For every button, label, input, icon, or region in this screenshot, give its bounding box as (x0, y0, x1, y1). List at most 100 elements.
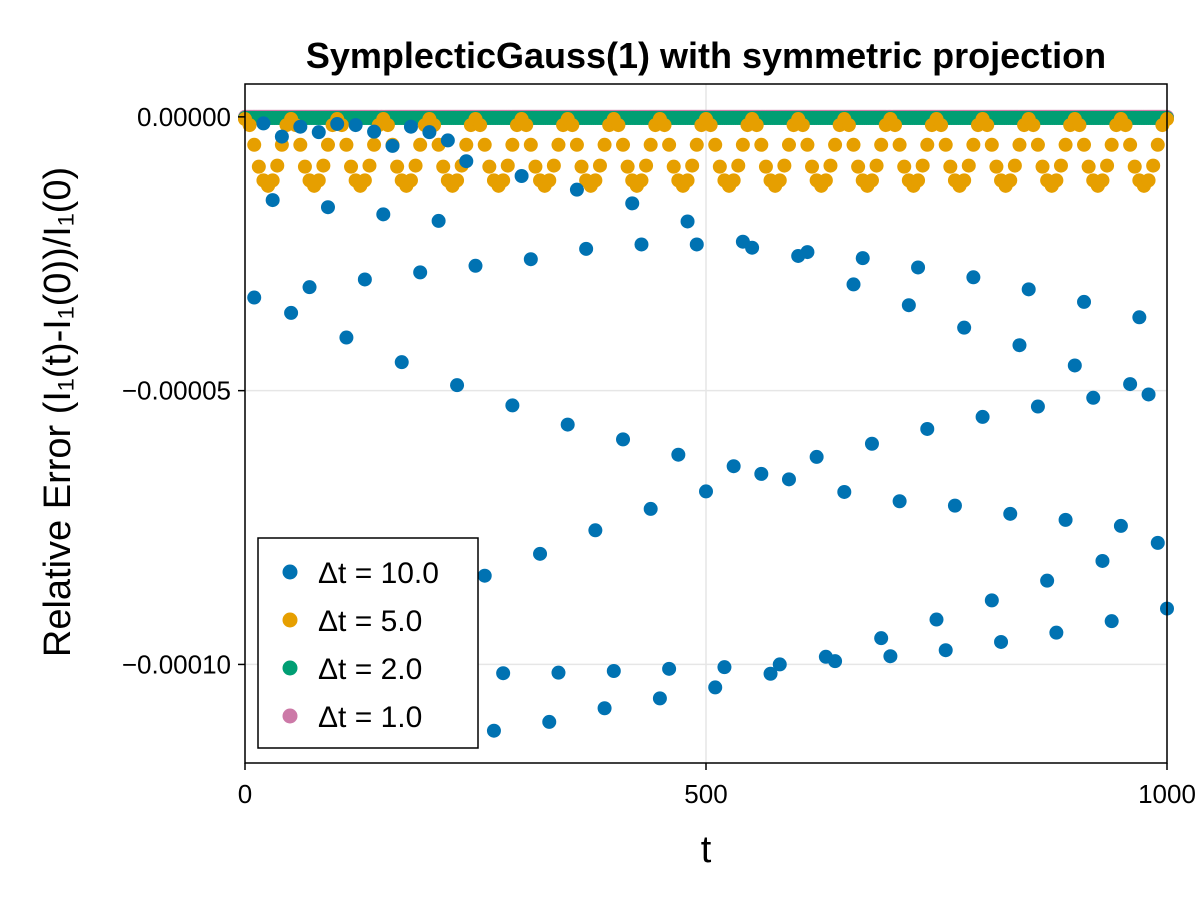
data-point (1030, 137, 1045, 152)
data-point (542, 714, 557, 729)
data-point (1141, 387, 1156, 402)
data-point (1030, 399, 1045, 414)
data-point (1118, 118, 1133, 133)
data-point (606, 664, 621, 679)
data-point (920, 137, 935, 152)
data-points (238, 109, 1174, 738)
data-point (957, 173, 972, 188)
data-point (689, 237, 704, 252)
legend-marker (282, 564, 298, 580)
data-point (975, 409, 990, 424)
data-point (1081, 159, 1096, 174)
data-point (749, 118, 764, 133)
data-point (616, 432, 631, 447)
data-point (984, 137, 999, 152)
data-point (911, 173, 926, 188)
data-point (994, 634, 1009, 649)
data-point (777, 158, 792, 173)
data-point (468, 258, 483, 273)
data-point (1104, 614, 1119, 629)
data-point (348, 118, 363, 133)
data-point (897, 159, 912, 174)
data-point (888, 118, 903, 133)
data-point (551, 137, 566, 152)
data-point (961, 158, 976, 173)
data-point (1100, 158, 1115, 173)
data-point (795, 118, 810, 133)
data-point (385, 138, 400, 153)
data-point (1150, 535, 1165, 550)
data-point (818, 173, 833, 188)
data-point (662, 137, 677, 152)
data-point (708, 680, 723, 695)
data-point (754, 137, 769, 152)
y-axis-label: Relative Error (I₁(t)-I₁(0))/I₁(0) (37, 167, 79, 657)
data-point (551, 665, 566, 680)
data-point (1123, 137, 1138, 152)
data-point (1053, 158, 1068, 173)
data-point (611, 118, 626, 133)
data-point (302, 280, 317, 295)
data-point (874, 631, 889, 646)
data-point (436, 159, 451, 174)
data-point (883, 649, 898, 664)
data-point (680, 214, 695, 229)
data-point (1095, 173, 1110, 188)
data-point (966, 137, 981, 152)
data-point (1086, 390, 1101, 405)
data-point (1003, 506, 1018, 521)
data-point (1049, 173, 1064, 188)
data-point (947, 498, 962, 513)
data-point (1040, 573, 1055, 588)
data-point (569, 137, 584, 152)
data-point (911, 260, 926, 275)
data-point (1132, 310, 1147, 325)
data-point (980, 118, 995, 133)
data-point (500, 158, 515, 173)
data-point (929, 612, 944, 627)
data-point (574, 159, 589, 174)
data-point (851, 159, 866, 174)
data-point (450, 378, 465, 393)
data-point (473, 118, 488, 133)
data-point (256, 116, 271, 131)
data-point (800, 137, 815, 152)
x-tick-label: 500 (684, 779, 727, 809)
data-point (634, 237, 649, 252)
data-point (339, 330, 354, 345)
data-point (837, 484, 852, 499)
chart-title: SymplecticGauss(1) with symmetric projec… (306, 35, 1106, 76)
legend-label: Δt = 2.0 (318, 653, 422, 686)
data-point (828, 654, 843, 669)
data-point (496, 173, 511, 188)
data-point (1067, 358, 1082, 373)
data-point (758, 159, 773, 174)
data-point (408, 158, 423, 173)
data-point (579, 241, 594, 256)
data-point (855, 251, 870, 266)
data-point (376, 207, 391, 222)
data-point (1012, 137, 1027, 152)
data-point (781, 137, 796, 152)
data-point (754, 466, 769, 481)
data-point (731, 158, 746, 173)
data-point (1077, 137, 1092, 152)
x-tick-label: 0 (238, 779, 252, 809)
data-point (892, 494, 907, 509)
data-point (901, 298, 916, 313)
data-point (809, 449, 824, 464)
data-point (966, 270, 981, 285)
data-point (685, 158, 700, 173)
data-point (357, 173, 372, 188)
data-point (297, 159, 312, 174)
data-point (367, 137, 382, 152)
data-point (934, 118, 949, 133)
data-point (588, 523, 603, 538)
data-point (284, 305, 299, 320)
legend-label: Δt = 5.0 (318, 605, 422, 638)
data-point (413, 265, 428, 280)
axis-ticks: 0 500 1000 0.00000 −0.00005 −0.00010 (122, 102, 1196, 809)
data-point (657, 118, 672, 133)
data-point (1058, 137, 1073, 152)
data-point (311, 125, 326, 140)
